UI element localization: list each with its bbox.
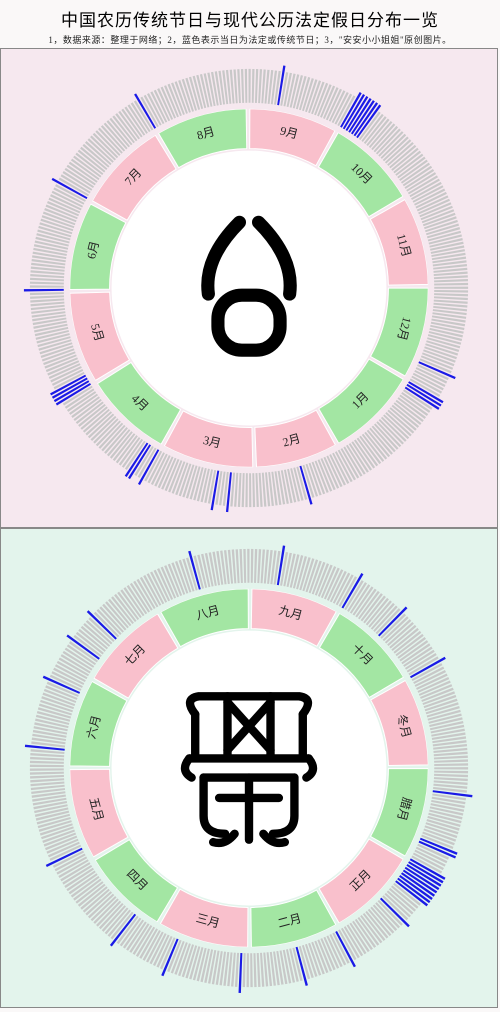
lunar-panel: 正月二月三月四月五月六月七月八月九月十月冬月腊月: [0, 528, 498, 1008]
day-tick: [432, 287, 468, 289]
center-disc: [112, 151, 387, 426]
page-title: 中国农历传统节日与现代公历法定假日分布一览: [0, 6, 500, 31]
page-subtitle: 1，数据来源：整理于网络；2，蓝色表示当日为法定或传统节日；3，"安安小小姐姐"…: [0, 33, 500, 46]
day-tick: [249, 69, 251, 105]
day-tick: [247, 951, 249, 987]
gregorian-panel: 1月2月3月4月5月6月7月8月9月10月11月12月: [0, 48, 498, 528]
day-tick: [432, 767, 468, 769]
day-tick: [247, 549, 249, 585]
center-disc: [112, 631, 387, 906]
day-tick: [249, 471, 251, 507]
